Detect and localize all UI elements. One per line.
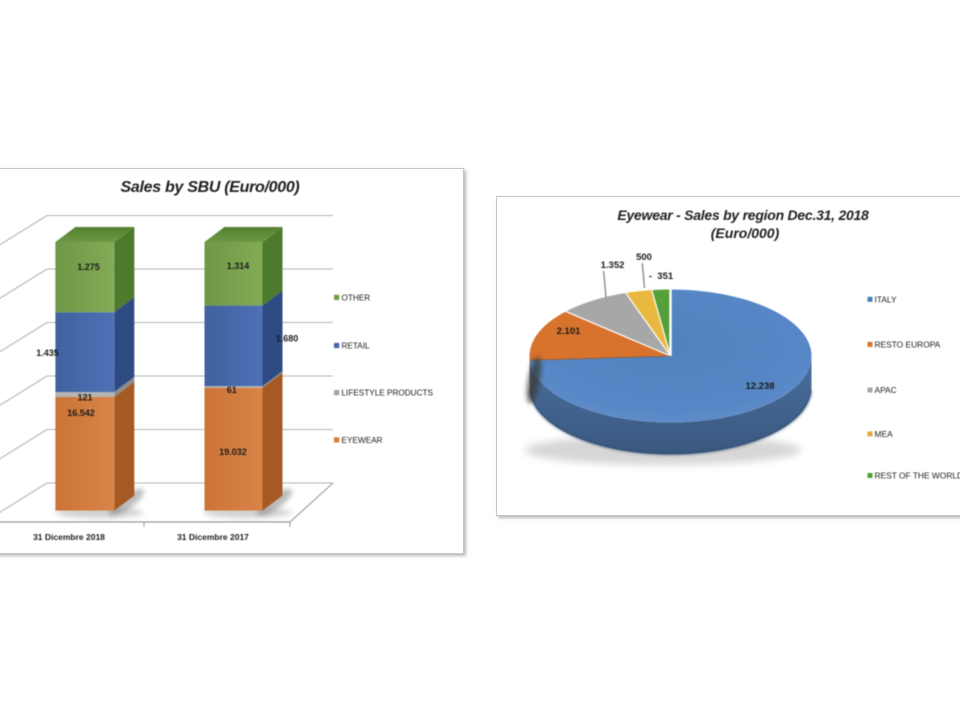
svg-text:Sales by SBU (Euro/000): Sales by SBU (Euro/000): [121, 179, 300, 196]
svg-text:12.238: 12.238: [745, 381, 774, 392]
svg-text:RETAIL: RETAIL: [342, 342, 371, 351]
svg-text:LIFESTYLE PRODUCTS: LIFESTYLE PRODUCTS: [342, 389, 434, 398]
svg-text:MEA: MEA: [875, 429, 894, 439]
svg-text:1.435: 1.435: [36, 348, 59, 358]
svg-text:1.275: 1.275: [77, 262, 100, 272]
svg-text:31 Dicembre 2018: 31 Dicembre 2018: [33, 532, 105, 542]
svg-text:19.032: 19.032: [219, 447, 247, 457]
svg-text:(Euro/000): (Euro/000): [711, 225, 780, 241]
svg-text:RESTO EUROPA: RESTO EUROPA: [875, 340, 941, 350]
svg-text:500: 500: [636, 252, 652, 263]
svg-text:Eyewear - Sales by region Dec.: Eyewear - Sales by region Dec.31, 2018: [617, 207, 869, 223]
svg-text:APAC: APAC: [875, 385, 897, 395]
svg-text:31 Dicembre 2017: 31 Dicembre 2017: [177, 532, 249, 542]
svg-text:61: 61: [227, 385, 237, 395]
svg-text:1.680: 1.680: [276, 334, 299, 344]
svg-text:EYEWEAR: EYEWEAR: [342, 436, 383, 445]
svg-text:1.352: 1.352: [601, 260, 625, 271]
svg-text:OTHER: OTHER: [342, 294, 371, 303]
svg-text:2.101: 2.101: [557, 326, 581, 337]
svg-text:REST OF THE WORLD: REST OF THE WORLD: [875, 471, 960, 481]
svg-text:- 351: - 351: [649, 271, 674, 282]
svg-text:16.542: 16.542: [67, 408, 95, 418]
svg-text:121: 121: [77, 393, 92, 403]
svg-text:1.314: 1.314: [227, 261, 250, 271]
svg-text:ITALY: ITALY: [875, 294, 897, 304]
